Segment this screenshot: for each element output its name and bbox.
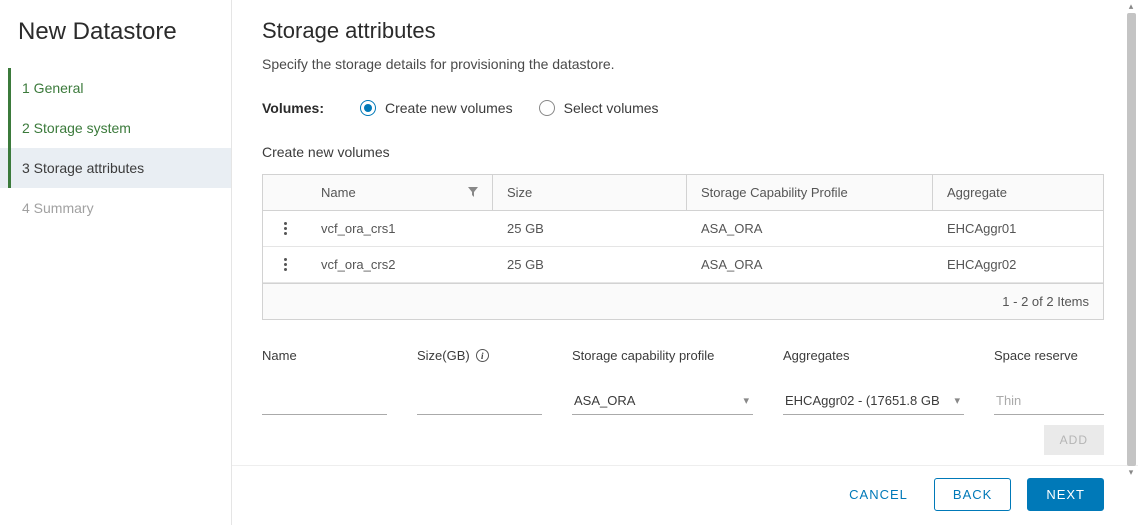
- input-size[interactable]: [417, 387, 542, 415]
- field-profile: Storage capability profile ▾: [572, 348, 753, 415]
- label-profile: Storage capability profile: [572, 348, 753, 363]
- input-reserve[interactable]: [994, 387, 1104, 415]
- th-size[interactable]: Size: [493, 175, 687, 210]
- kebab-icon: [284, 258, 287, 271]
- input-name[interactable]: [262, 387, 387, 415]
- new-volume-form: Name Size(GB) i Storage capability profi…: [262, 348, 1104, 415]
- main-panel: Storage attributes Specify the storage d…: [232, 0, 1138, 525]
- field-aggregates: Aggregates ▾: [783, 348, 964, 415]
- label-reserve: Space reserve: [994, 348, 1104, 363]
- add-button: ADD: [1044, 425, 1104, 455]
- radio-label: Select volumes: [564, 100, 659, 116]
- volumes-label: Volumes:: [262, 100, 324, 116]
- step-storage-system[interactable]: 2 Storage system: [0, 108, 231, 148]
- label-size: Size(GB) i: [417, 348, 542, 363]
- field-size: Size(GB) i: [417, 348, 542, 415]
- cell-name: vcf_ora_crs1: [307, 211, 493, 246]
- step-list: 1 General 2 Storage system 3 Storage att…: [0, 68, 231, 228]
- step-summary: 4 Summary: [0, 188, 231, 228]
- th-actions: [263, 175, 307, 210]
- cell-size: 25 GB: [493, 247, 687, 282]
- field-name: Name: [262, 348, 387, 415]
- label-aggregates: Aggregates: [783, 348, 964, 363]
- cell-size: 25 GB: [493, 211, 687, 246]
- radio-select-volumes[interactable]: Select volumes: [539, 100, 659, 116]
- scrollbar[interactable]: ▴ ▾: [1124, 0, 1138, 479]
- sidebar-title: New Datastore: [18, 18, 213, 46]
- volumes-table: Name Size Storage Capability Profile Agg…: [262, 174, 1104, 320]
- wizard-sidebar: New Datastore 1 General 2 Storage system…: [0, 0, 232, 525]
- table-row: vcf_ora_crs2 25 GB ASA_ORA EHCAggr02: [263, 247, 1103, 283]
- filter-icon[interactable]: [468, 185, 478, 200]
- select-aggregates[interactable]: [783, 387, 964, 415]
- volumes-choice-row: Volumes: Create new volumes Select volum…: [262, 100, 1104, 116]
- kebab-icon: [284, 222, 287, 235]
- cell-aggregate: EHCAggr02: [933, 247, 1103, 282]
- radio-checked-icon: [360, 100, 376, 116]
- radio-unchecked-icon: [539, 100, 555, 116]
- cell-name: vcf_ora_crs2: [307, 247, 493, 282]
- scroll-up-icon: ▴: [1129, 2, 1134, 11]
- cancel-button[interactable]: CANCEL: [839, 479, 918, 510]
- cell-aggregate: EHCAggr01: [933, 211, 1103, 246]
- label-name: Name: [262, 348, 387, 363]
- table-footer: 1 - 2 of 2 Items: [263, 283, 1103, 319]
- info-icon[interactable]: i: [476, 349, 489, 362]
- scroll-thumb[interactable]: [1127, 13, 1136, 466]
- row-menu[interactable]: [263, 211, 307, 246]
- next-button[interactable]: NEXT: [1027, 478, 1104, 511]
- th-name[interactable]: Name: [307, 175, 493, 210]
- table-row: vcf_ora_crs1 25 GB ASA_ORA EHCAggr01: [263, 211, 1103, 247]
- table-header: Name Size Storage Capability Profile Agg…: [263, 175, 1103, 211]
- scroll-down-icon: ▾: [1129, 468, 1134, 477]
- field-reserve: Space reserve: [994, 348, 1104, 415]
- radio-create-new-volumes[interactable]: Create new volumes: [360, 100, 513, 116]
- create-volumes-heading: Create new volumes: [262, 144, 1104, 160]
- row-menu[interactable]: [263, 247, 307, 282]
- th-profile[interactable]: Storage Capability Profile: [687, 175, 933, 210]
- cell-profile: ASA_ORA: [687, 211, 933, 246]
- cell-profile: ASA_ORA: [687, 247, 933, 282]
- step-storage-attributes[interactable]: 3 Storage attributes: [0, 148, 231, 188]
- page-subtitle: Specify the storage details for provisio…: [262, 56, 1104, 72]
- page-title: Storage attributes: [262, 18, 1104, 44]
- back-button[interactable]: BACK: [934, 478, 1011, 511]
- step-general[interactable]: 1 General: [0, 68, 231, 108]
- select-profile[interactable]: [572, 387, 753, 415]
- th-aggregate[interactable]: Aggregate: [933, 175, 1103, 210]
- wizard-footer: CANCEL BACK NEXT: [232, 465, 1138, 525]
- radio-label: Create new volumes: [385, 100, 513, 116]
